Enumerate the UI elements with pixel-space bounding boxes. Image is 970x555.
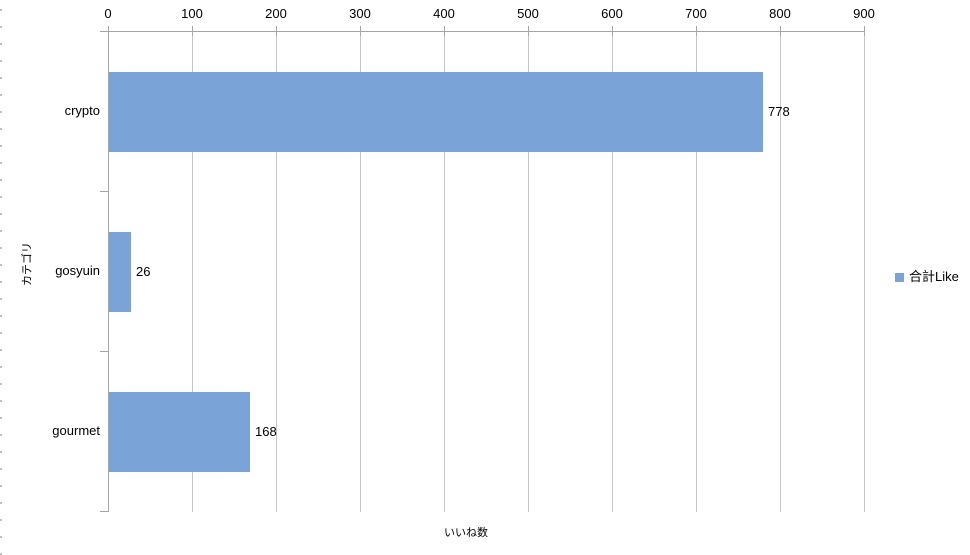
worksheet-edge-dashes xyxy=(0,9,2,555)
category-axis-tickmark xyxy=(100,351,108,352)
value-axis-title: いいね数 xyxy=(444,527,488,539)
gridline xyxy=(444,32,445,512)
value-axis-tickmark xyxy=(864,26,865,36)
gridline xyxy=(696,32,697,512)
data-label: 168 xyxy=(255,424,277,439)
value-axis-tickmark xyxy=(192,26,193,36)
value-axis-tickmark xyxy=(612,26,613,36)
data-label: 26 xyxy=(136,264,151,279)
value-axis-tick-label: 700 xyxy=(685,6,707,21)
value-axis-tick-label: 200 xyxy=(265,6,287,21)
value-axis-tick-label: 800 xyxy=(769,6,791,21)
legend-color-swatch xyxy=(895,272,904,282)
value-axis-tickmark xyxy=(696,26,697,36)
category-label: crypto xyxy=(64,103,100,118)
bar-gosyuin xyxy=(109,232,131,312)
value-axis-tickmark xyxy=(108,26,109,36)
category-axis-tickmark xyxy=(100,191,108,192)
category-axis-tickmark xyxy=(100,511,108,512)
data-label: 778 xyxy=(768,104,790,119)
value-axis-tickmark xyxy=(780,26,781,36)
legend: 合計Like xyxy=(895,269,959,285)
value-axis-tick-label: 400 xyxy=(433,6,455,21)
value-axis-tick-label: 500 xyxy=(517,6,539,21)
gridline xyxy=(528,32,529,512)
value-axis-tickmark xyxy=(276,26,277,36)
category-label: gourmet xyxy=(52,423,100,438)
value-axis-tick-label: 100 xyxy=(181,6,203,21)
value-axis-tick-label: 0 xyxy=(104,6,112,21)
category-axis-title: カテゴリ xyxy=(21,242,34,286)
bar-gourmet xyxy=(109,392,250,472)
gridline xyxy=(612,32,613,512)
gridline xyxy=(276,32,277,512)
value-axis-tickmark xyxy=(528,26,529,36)
gridline xyxy=(360,32,361,512)
value-axis-tickmark xyxy=(360,26,361,36)
plot-area: 778 26 168 xyxy=(108,31,865,512)
gridline xyxy=(780,32,781,512)
value-axis-tick-label: 900 xyxy=(853,6,875,21)
value-axis-tick-label: 600 xyxy=(601,6,623,21)
category-label: gosyuin xyxy=(55,263,100,278)
gridline xyxy=(864,32,865,512)
value-axis-tick-label: 300 xyxy=(349,6,371,21)
gridline xyxy=(192,32,193,512)
value-axis-tickmark xyxy=(444,26,445,36)
category-axis-tickmark xyxy=(100,31,108,32)
legend-series-label: 合計Like xyxy=(909,269,959,284)
bar-crypto xyxy=(109,72,763,152)
